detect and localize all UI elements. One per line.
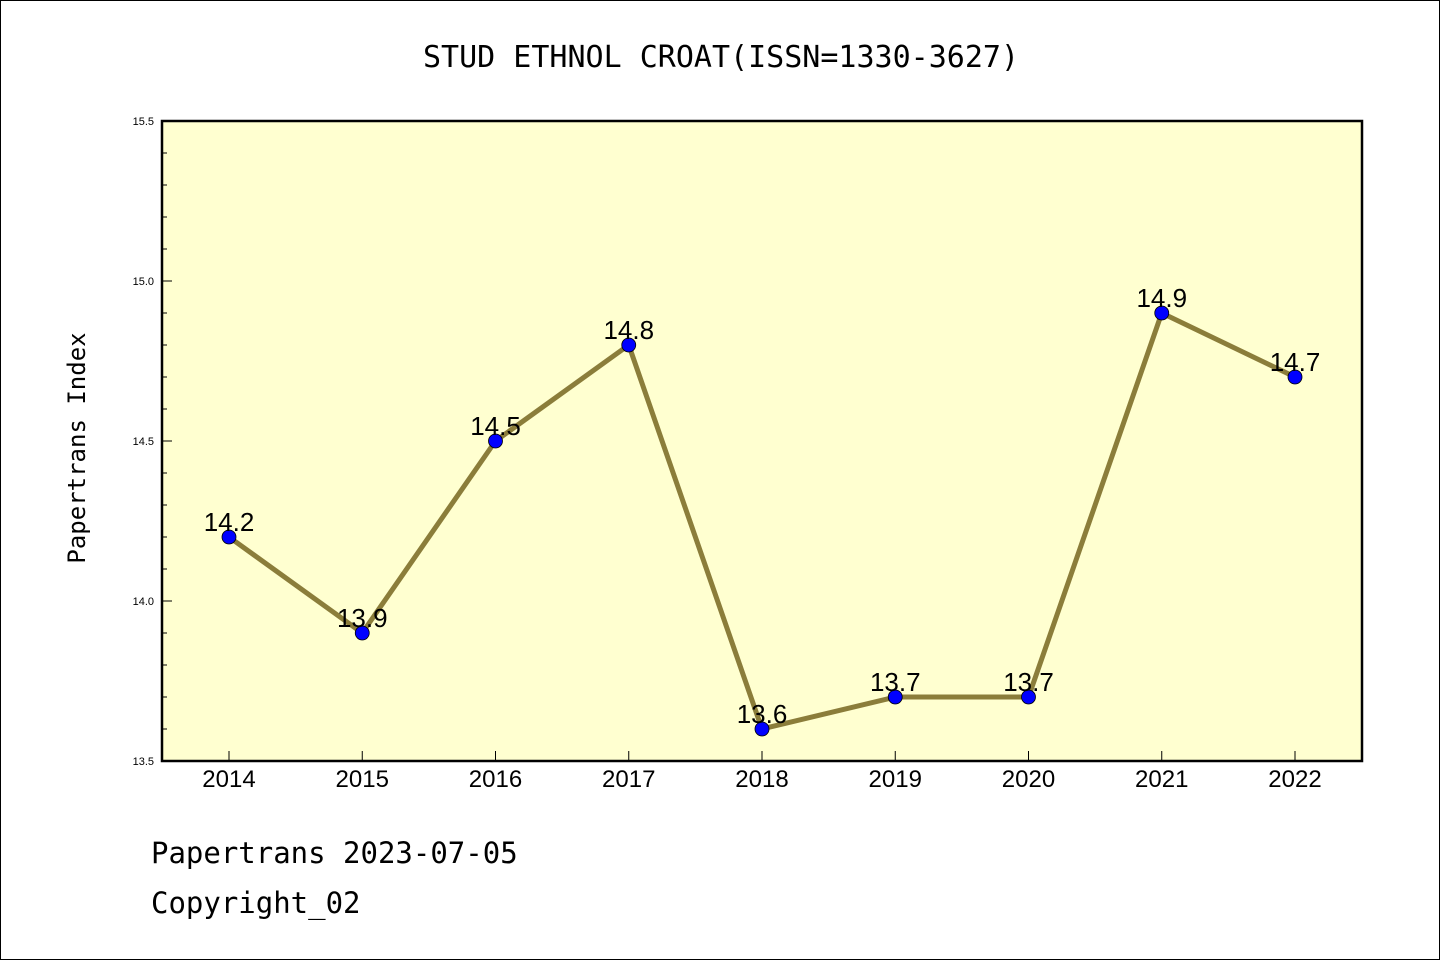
x-tick-label: 2019 [869, 766, 922, 793]
footer-copyright-line: Copyright_02 [151, 886, 361, 920]
data-label: 14.7 [1270, 347, 1321, 377]
x-tick-label: 2016 [469, 766, 522, 793]
footer-date-line: Papertrans 2023-07-05 [151, 836, 518, 870]
x-tick-label: 2020 [1002, 766, 1055, 793]
plot-border [160, 119, 1364, 763]
data-point [488, 433, 503, 449]
x-tick-label: 2018 [735, 766, 788, 793]
data-label: 14.9 [1136, 283, 1187, 313]
data-point [354, 625, 370, 641]
x-tick-label: 2021 [1135, 766, 1188, 793]
data-point [621, 337, 637, 353]
data-label: 13.7 [870, 667, 921, 697]
y-tick-label: 15.5 [133, 116, 154, 128]
data-point [754, 721, 770, 737]
y-tick-label: 14.0 [133, 596, 154, 608]
data-label: 13.7 [1003, 667, 1054, 697]
y-tick-label: 13.5 [133, 756, 154, 768]
data-label: 14.5 [470, 411, 521, 441]
data-label: 13.6 [737, 699, 788, 729]
y-tick-label: 14.5 [133, 436, 154, 448]
x-axis: 2014 2015 2016 2017 2018 2019 2020 2021 2022 [202, 751, 1322, 793]
x-tick-label: 2014 [202, 766, 255, 793]
x-tick-label: 2017 [602, 766, 655, 793]
data-point [1287, 369, 1303, 385]
data-point [1021, 689, 1036, 705]
data-label: 14.8 [603, 315, 654, 345]
x-tick-label: 2022 [1268, 766, 1321, 793]
data-point [887, 689, 903, 705]
y-tick-label: 15.0 [133, 276, 154, 288]
data-label: 13.9 [337, 603, 388, 633]
data-point [221, 529, 237, 545]
y-axis: 13.5 14.0 14.5 15.0 15.5 [133, 116, 172, 768]
data-label: 14.2 [204, 507, 255, 537]
data-point [1154, 305, 1170, 321]
y-axis-label: Papertrans Index [63, 332, 91, 563]
chart-title: STUD ETHNOL CROAT(ISSN=1330-3627) [423, 40, 1019, 75]
x-tick-label: 2015 [336, 766, 389, 793]
plot-area [162, 121, 1362, 761]
series-group: 14.2 13.9 14.5 14.8 13.6 13.7 13.7 14.9 14.7 [204, 283, 1321, 737]
